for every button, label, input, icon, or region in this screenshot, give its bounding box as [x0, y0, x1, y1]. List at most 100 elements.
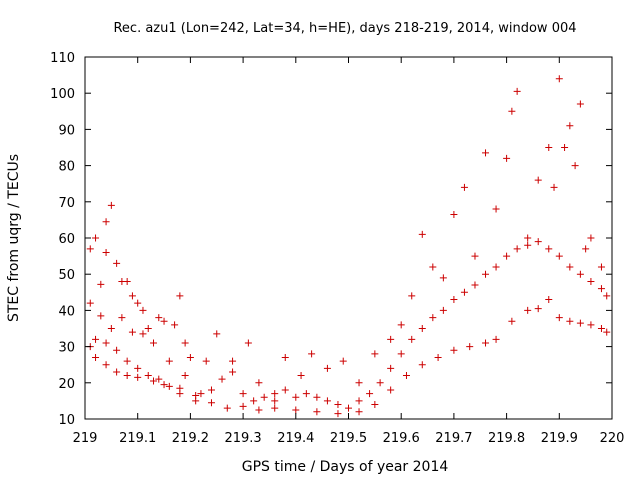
data-point: [139, 306, 147, 314]
data-point: [555, 252, 563, 260]
data-point: [524, 234, 532, 242]
data-point: [128, 328, 136, 336]
y-tick-label: 70: [58, 196, 75, 211]
data-point: [139, 330, 147, 338]
data-point: [534, 176, 542, 184]
data-point: [492, 335, 500, 343]
data-point: [576, 270, 584, 278]
data-point: [561, 144, 569, 151]
y-tick-label: 90: [58, 123, 75, 138]
data-point: [165, 382, 173, 390]
data-point: [387, 335, 395, 343]
data-point: [181, 372, 189, 380]
data-point: [292, 393, 300, 401]
data-point: [107, 201, 115, 209]
x-tick-label: 219.3: [224, 431, 261, 446]
data-point: [371, 401, 379, 409]
data-point: [165, 357, 173, 365]
data-point: [597, 325, 605, 332]
data-point: [387, 386, 395, 394]
data-point: [150, 377, 158, 385]
data-point: [86, 245, 94, 253]
data-point: [92, 335, 100, 343]
data-point: [102, 339, 110, 347]
data-point: [471, 252, 479, 260]
data-point: [171, 321, 179, 329]
data-point: [355, 397, 363, 405]
x-tick-label: 219.5: [330, 431, 367, 446]
data-point: [271, 397, 279, 405]
data-point: [202, 357, 210, 365]
data-point: [308, 350, 316, 358]
data-point: [434, 353, 442, 361]
data-point: [339, 357, 347, 365]
data-point: [397, 321, 405, 329]
data-point: [597, 263, 605, 271]
data-point: [123, 372, 131, 380]
y-tick-label: 20: [58, 377, 75, 392]
data-point: [260, 393, 268, 401]
data-point: [323, 397, 331, 405]
y-tick-label: 10: [58, 413, 75, 428]
data-point: [150, 339, 158, 347]
y-tick-label: 30: [58, 341, 75, 356]
data-point: [113, 346, 121, 354]
x-tick-label: 219.1: [119, 431, 156, 446]
data-point: [102, 361, 110, 369]
data-point: [134, 373, 142, 381]
data-point: [213, 330, 221, 338]
data-point: [429, 314, 437, 322]
data-point: [255, 379, 263, 387]
data-point: [408, 292, 416, 300]
data-point: [429, 263, 437, 271]
data-point: [482, 270, 490, 278]
data-point: [402, 372, 410, 380]
data-point: [582, 245, 590, 253]
data-point: [334, 410, 342, 418]
data-point: [229, 357, 237, 365]
data-point: [550, 183, 558, 191]
data-point: [566, 317, 574, 325]
data-point: [508, 317, 516, 325]
data-point: [555, 314, 563, 322]
data-point: [97, 280, 105, 288]
data-point: [482, 149, 490, 157]
data-point: [566, 263, 574, 271]
data-point: [345, 404, 352, 412]
data-point: [576, 319, 584, 327]
y-tick-label: 50: [58, 268, 75, 283]
data-point: [239, 402, 247, 410]
data-point: [513, 245, 521, 253]
data-point: [239, 390, 247, 398]
data-point: [408, 335, 416, 343]
y-tick-label: 110: [50, 51, 75, 66]
y-tick-label: 40: [58, 304, 75, 319]
data-point: [482, 339, 490, 347]
data-point: [144, 325, 152, 332]
data-point: [508, 107, 516, 115]
data-point: [207, 386, 215, 394]
data-point: [397, 350, 405, 358]
data-point: [323, 364, 331, 372]
data-point: [160, 317, 168, 325]
data-point: [255, 406, 263, 414]
data-point: [571, 162, 579, 170]
data-point: [102, 218, 110, 226]
data-point: [545, 296, 553, 304]
data-point: [118, 277, 126, 285]
data-point: [313, 408, 321, 416]
data-point: [97, 312, 105, 320]
data-point: [503, 252, 511, 260]
data-point: [587, 277, 595, 285]
data-point: [513, 87, 521, 95]
data-point: [197, 390, 205, 398]
data-point: [555, 75, 563, 83]
x-tick-label: 219.8: [488, 431, 525, 446]
axis-ticks: 219 219.1 219.2 219.3 219.4 219.5 219.6 219.7 21…: [50, 51, 624, 446]
data-point: [587, 234, 595, 242]
data-point: [92, 234, 100, 242]
x-tick-label: 219.6: [383, 431, 420, 446]
data-point: [281, 353, 289, 361]
data-point: [186, 353, 194, 361]
